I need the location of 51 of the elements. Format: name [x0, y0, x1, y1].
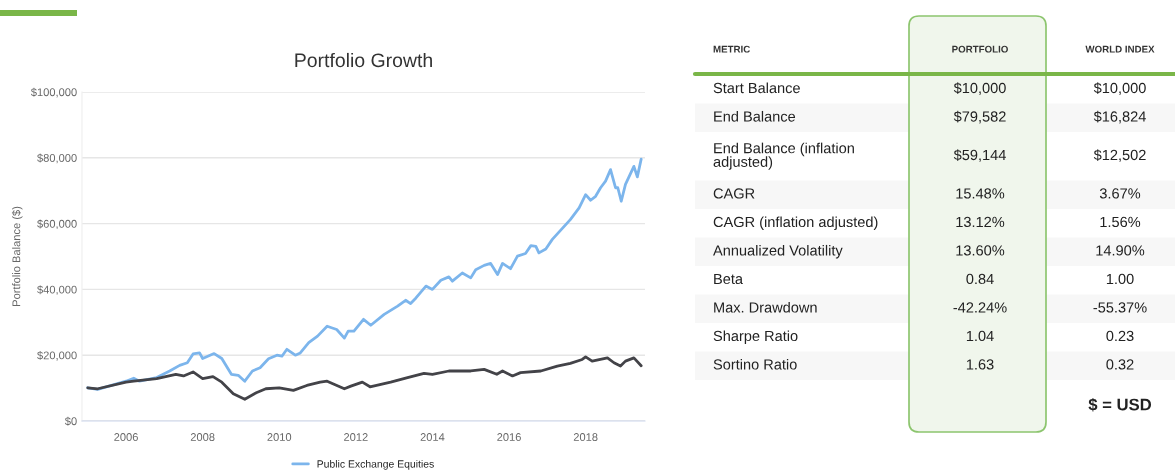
x-tick-label: 2012 [344, 433, 368, 441]
y-tick-label: $0 [64, 416, 77, 426]
text: $16,824 [1093, 110, 1146, 124]
text: 1.00 [1106, 273, 1134, 285]
x-tick-label: 2014 [420, 433, 445, 441]
text: $10,000 [1093, 82, 1146, 95]
line-series [86, 355, 643, 401]
category-label: CAGR (inflation adjusted) [713, 216, 878, 230]
text: -55.37% [1093, 302, 1147, 313]
text: 15.48% [956, 188, 1005, 199]
category-label: End Balance [714, 110, 796, 122]
category-label: Start Balance [713, 82, 800, 94]
text: 0.84 [966, 273, 994, 285]
text: 1.56% [1100, 216, 1141, 228]
text: -42.24% [953, 302, 1007, 313]
text: 13.12% [956, 216, 1005, 228]
text: 1.04 [966, 330, 994, 342]
text: 0.23 [1106, 330, 1134, 342]
category-label: Beta [714, 273, 743, 285]
x-tick-label: 2016 [497, 433, 521, 441]
legend-label: Public Exchange Equities [317, 459, 434, 470]
y-tick-label: $100,000 [30, 87, 77, 98]
category-label: PORTFOLIO [952, 45, 1008, 53]
text: 14.90% [1096, 245, 1145, 256]
text: $ = USD [1088, 397, 1152, 412]
text: 3.67% [1099, 188, 1141, 199]
chart-title: Portfolio Growth [295, 52, 432, 68]
category-label: WORLD INDEX [1085, 45, 1155, 53]
y-tick-label: $40,000 [37, 285, 77, 295]
category-label: Max. Drawdown [714, 301, 817, 313]
category-label: Annualized Volatility [713, 244, 843, 259]
category-label: CAGR [713, 188, 755, 199]
text: 13.60% [956, 245, 1005, 256]
y-axis-title: Portfolio Balance ($) [11, 206, 23, 306]
x-tick-label: 2006 [114, 433, 138, 441]
y-tick-label: $60,000 [37, 219, 77, 230]
text: 1.63 [966, 359, 994, 370]
category-label: End Balance (inflation adjusted) [713, 142, 854, 170]
category-label: METRIC [713, 45, 750, 53]
text: $59,144 [953, 149, 1006, 162]
x-tick-label: 2018 [573, 433, 598, 441]
text: $79,582 [953, 110, 1006, 124]
text: $10,000 [953, 82, 1006, 95]
y-tick-label: $20,000 [37, 351, 77, 361]
y-tick-label: $80,000 [37, 153, 77, 164]
text: $12,502 [1093, 149, 1146, 162]
category-label: Sortino Ratio [713, 358, 797, 370]
x-tick-label: 2008 [190, 433, 215, 441]
text: 0.32 [1106, 359, 1134, 370]
category-label: Sharpe Ratio [713, 330, 798, 344]
x-tick-label: 2010 [267, 433, 292, 441]
